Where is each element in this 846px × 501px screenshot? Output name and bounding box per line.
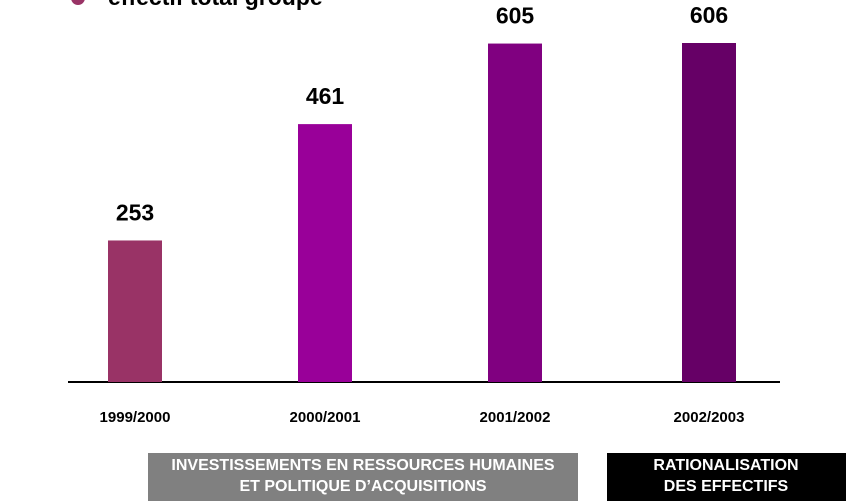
value-label: 253 — [116, 200, 154, 226]
footer-left-line: ET POLITIQUE D’ACQUISITIONS — [239, 478, 486, 495]
bar — [108, 240, 162, 382]
bar — [488, 43, 542, 382]
title-bullet — [71, 0, 85, 5]
chart-title: effectif total groupe — [108, 0, 323, 10]
x-tick-label: 2002/2003 — [674, 409, 745, 426]
footer-left-box — [148, 453, 578, 501]
x-tick-label: 1999/2000 — [100, 409, 171, 426]
value-label: 605 — [496, 3, 535, 29]
footer-right-line: RATIONALISATION — [653, 457, 798, 474]
x-tick-label: 2001/2002 — [480, 409, 551, 426]
x-tick-label: 2000/2001 — [290, 409, 361, 426]
footer-right-box — [607, 453, 846, 501]
bar — [298, 124, 352, 382]
footer-left-line: INVESTISSEMENTS EN RESSOURCES HUMAINES — [171, 457, 555, 474]
value-label: 606 — [690, 2, 728, 28]
value-label: 461 — [306, 83, 345, 109]
bar — [682, 43, 736, 382]
footer-right-line: DES EFFECTIFS — [664, 478, 789, 495]
